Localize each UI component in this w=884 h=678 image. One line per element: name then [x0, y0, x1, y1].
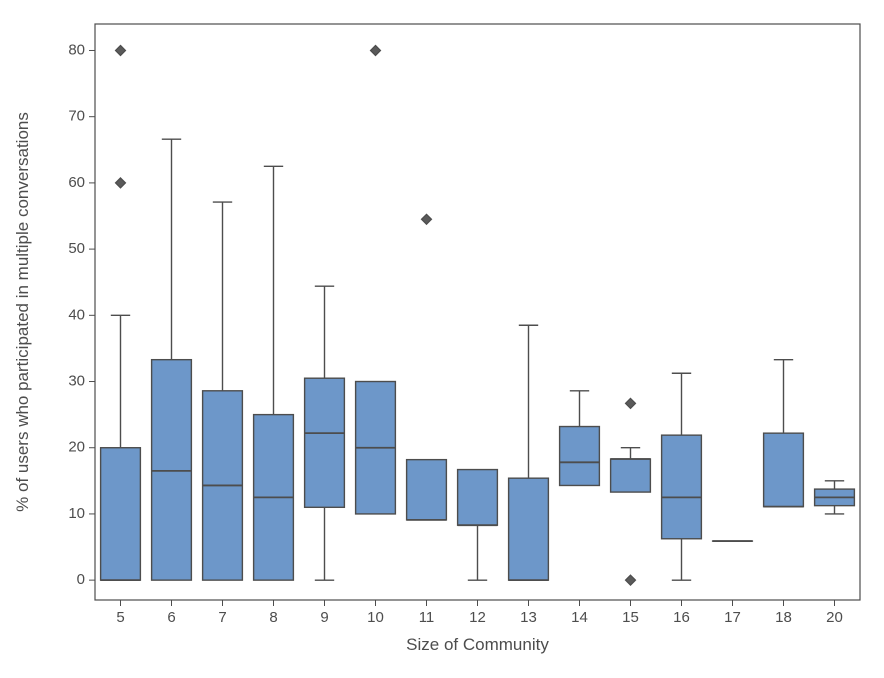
- y-tick-label: 50: [68, 240, 85, 257]
- y-tick-label: 40: [68, 306, 85, 323]
- box: [662, 435, 702, 539]
- y-tick-label: 0: [77, 571, 85, 588]
- box: [101, 448, 141, 580]
- y-axis-label: % of users who participated in multiple …: [13, 112, 32, 512]
- x-tick-label: 17: [724, 609, 741, 626]
- x-tick-label: 16: [673, 609, 690, 626]
- box: [458, 470, 498, 526]
- box: [560, 427, 600, 486]
- x-tick-label: 7: [218, 609, 226, 626]
- y-tick-label: 20: [68, 439, 85, 456]
- y-tick-label: 80: [68, 41, 85, 58]
- x-tick-label: 8: [269, 609, 277, 626]
- x-tick-label: 12: [469, 609, 486, 626]
- x-tick-label: 6: [167, 609, 175, 626]
- y-tick-label: 70: [68, 108, 85, 125]
- x-tick-label: 14: [571, 609, 588, 626]
- box: [509, 478, 549, 580]
- x-tick-label: 11: [419, 609, 435, 626]
- x-axis-label: Size of Community: [406, 635, 549, 654]
- x-tick-label: 10: [367, 609, 384, 626]
- boxplot-chart: 0 10 20 30 40 50 60 70 80 5 6 7 8 9 10 11 12 13 14 15 16 17 18…: [0, 0, 884, 678]
- box: [407, 460, 447, 520]
- box: [305, 378, 345, 507]
- box: [611, 459, 651, 492]
- chart-svg: 0 10 20 30 40 50 60 70 80 5 6 7 8 9 10 11 12 13 14 15 16 17 18…: [0, 0, 884, 678]
- x-tick-label: 15: [622, 609, 639, 626]
- box: [152, 360, 192, 580]
- y-tick-label: 30: [68, 372, 85, 389]
- x-tick-label: 9: [320, 609, 328, 626]
- x-tick-label: 18: [775, 609, 792, 626]
- x-tick-label: 13: [520, 609, 537, 626]
- x-tick-label: 20: [826, 609, 843, 626]
- y-tick-label: 10: [68, 505, 85, 522]
- box: [764, 433, 804, 506]
- y-tick-label: 60: [68, 174, 85, 191]
- x-tick-label: 5: [116, 609, 124, 626]
